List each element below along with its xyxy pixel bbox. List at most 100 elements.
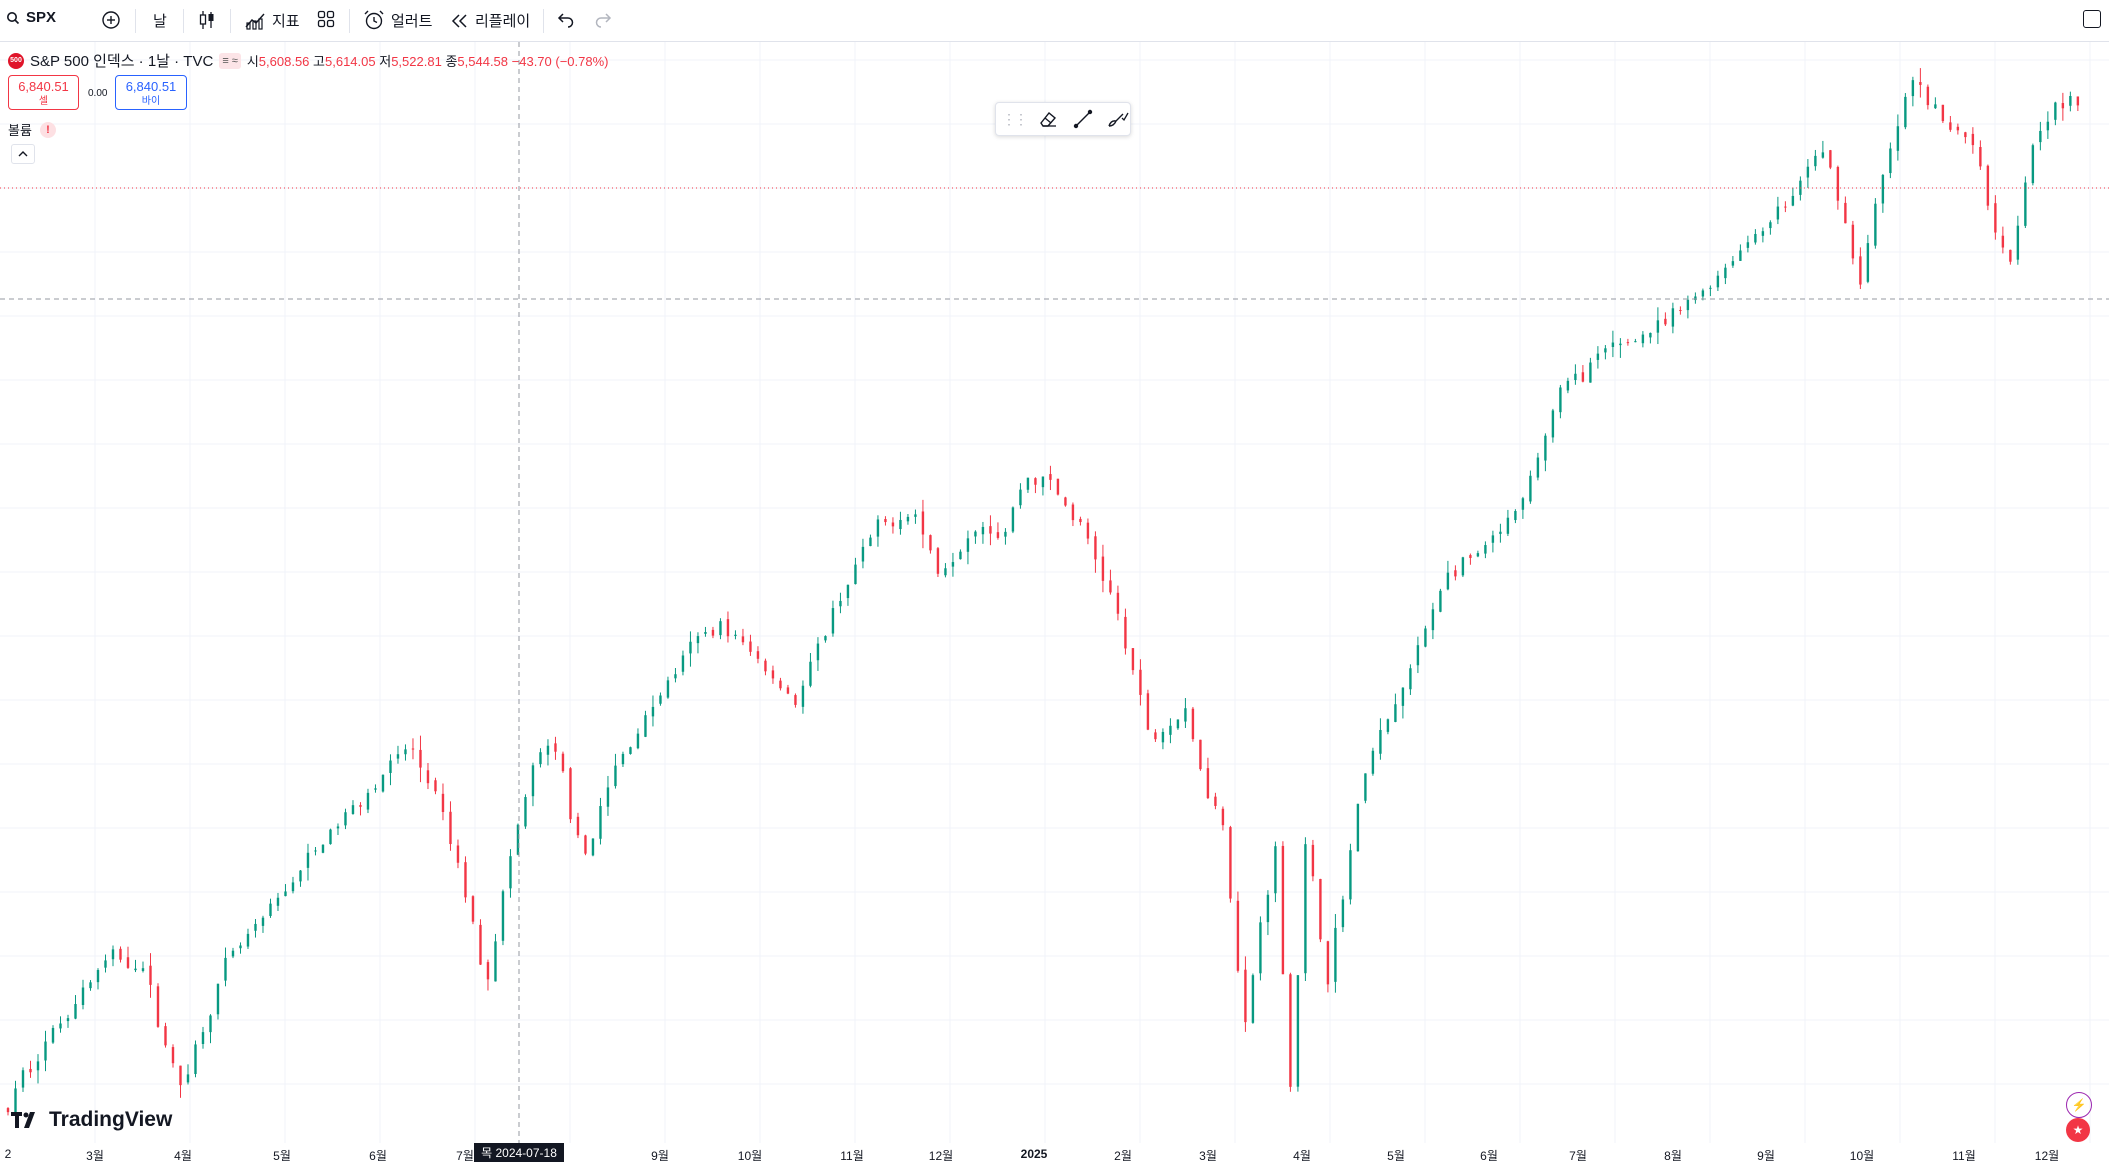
candle-body xyxy=(1364,773,1367,801)
candle-body xyxy=(389,760,392,773)
legend-status-icon[interactable]: ≡ ≈ xyxy=(219,52,241,69)
brush-tool-button[interactable] xyxy=(1105,106,1130,132)
time-axis-label: 10월 xyxy=(1849,1149,1875,1163)
price-chart[interactable] xyxy=(0,42,2109,1152)
templates-button[interactable] xyxy=(317,10,335,28)
separator xyxy=(230,9,231,33)
eraser-tool-button[interactable] xyxy=(1036,106,1061,132)
undo-button[interactable] xyxy=(557,10,575,28)
candle-body xyxy=(734,634,737,637)
candle-body xyxy=(1506,517,1510,534)
candle-body xyxy=(719,621,722,636)
buy-price: 6,840.51 xyxy=(125,79,177,94)
candle-body xyxy=(1619,343,1622,346)
candle-body xyxy=(1769,222,1772,229)
candle-body xyxy=(254,923,257,931)
candle-body xyxy=(1296,975,1300,1087)
candle-body xyxy=(659,695,662,704)
candle-body xyxy=(14,1088,17,1114)
symbol-search[interactable]: SPX xyxy=(6,9,56,26)
redo-button[interactable] xyxy=(594,10,612,28)
time-axis[interactable]: 2 3월 4월 5월 6월 7월 9월 10월 11월 12월 2025 2월 3월 4월 5월 6월 7월 8월… xyxy=(0,1143,2109,1163)
add-symbol-button[interactable] xyxy=(101,10,121,30)
tradingview-logo[interactable]: TradingView xyxy=(11,1108,172,1132)
warning-icon[interactable]: ! xyxy=(39,121,56,138)
candle-body xyxy=(1311,844,1315,877)
undo-icon xyxy=(557,13,574,28)
candle-body xyxy=(276,897,280,906)
candle-body xyxy=(1716,275,1720,288)
candle-body xyxy=(524,797,527,827)
candle-body xyxy=(1184,708,1187,722)
legend-title[interactable]: S&P 500 인덱스 · 1날 · TVC xyxy=(30,53,214,70)
replay-label: 리플레이 xyxy=(475,13,531,30)
candle-body xyxy=(1079,518,1082,523)
time-axis-label: 2 xyxy=(4,1147,12,1161)
candle-body xyxy=(1041,476,1045,488)
search-icon xyxy=(7,11,20,24)
candle-body xyxy=(366,792,370,810)
candle-body xyxy=(1986,165,1990,206)
symbol-label: SPX xyxy=(26,9,57,26)
candle-body xyxy=(1551,410,1555,438)
candle-body xyxy=(1949,122,1952,130)
volume-legend[interactable]: 볼륨 ! xyxy=(8,120,56,139)
time-axis-label: 3월 xyxy=(86,1149,104,1163)
candle-body xyxy=(119,948,122,960)
candle-body xyxy=(629,747,632,754)
candle-body xyxy=(996,532,1000,538)
candle-body xyxy=(711,629,715,636)
sell-button[interactable]: 6,840.51 셀 xyxy=(8,75,79,110)
candle-body xyxy=(764,660,767,672)
lightning-icon[interactable]: ⚡ xyxy=(2066,1092,2092,1118)
candle-body xyxy=(2046,121,2050,131)
candle-body xyxy=(846,584,850,599)
candle-body xyxy=(209,1015,212,1033)
redo-icon xyxy=(595,13,612,28)
candle-body xyxy=(1656,320,1660,333)
collapse-legend-button[interactable] xyxy=(11,144,35,164)
drag-handle-icon[interactable]: ⋮⋮ xyxy=(1002,110,1028,127)
candle-body xyxy=(1289,974,1292,1087)
candle-body xyxy=(2061,103,2065,109)
candle-body xyxy=(411,748,415,750)
chart-type-button[interactable] xyxy=(197,9,217,31)
candle-body xyxy=(201,1032,205,1045)
candle-body xyxy=(1671,308,1675,327)
candle-body xyxy=(89,982,92,989)
fullscreen-button[interactable] xyxy=(2083,10,2101,28)
candle-body xyxy=(1109,580,1112,593)
candle-body xyxy=(2031,145,2035,184)
candle-body xyxy=(44,1041,47,1061)
candles xyxy=(6,68,2080,1119)
buy-button[interactable]: 6,840.51 바이 xyxy=(115,75,187,110)
candle-body xyxy=(1124,616,1127,649)
candle-body xyxy=(1649,332,1652,338)
candle-body xyxy=(6,1108,10,1113)
candle-body xyxy=(336,826,340,829)
time-axis-label: 4월 xyxy=(174,1149,192,1163)
candle-body xyxy=(59,1023,62,1029)
candle-body xyxy=(1641,334,1645,344)
candle-body xyxy=(1116,592,1120,614)
time-axis-label: 6월 xyxy=(1480,1149,1498,1163)
candle-body xyxy=(801,685,805,707)
candle-body xyxy=(471,896,475,922)
sell-label: 셀 xyxy=(38,96,49,107)
candle-body xyxy=(74,1004,77,1019)
candle-body xyxy=(1731,261,1735,266)
candle-body xyxy=(1176,719,1180,729)
us-flag-icon[interactable]: ★ xyxy=(2066,1118,2090,1142)
candle-body xyxy=(981,526,985,535)
alert-button[interactable]: 얼러트 xyxy=(363,9,432,31)
replay-button[interactable]: 리플레이 xyxy=(451,10,530,31)
candle-body xyxy=(2069,96,2072,106)
trend-line-tool-button[interactable] xyxy=(1071,106,1096,132)
indicators-button[interactable]: 지표 xyxy=(244,9,300,31)
candle-body xyxy=(1971,133,1975,146)
candle-body xyxy=(329,829,332,845)
candle-body xyxy=(1191,708,1195,740)
volume-label: 볼륨 xyxy=(8,123,32,138)
candle-body xyxy=(456,845,460,863)
interval-button[interactable]: 날 xyxy=(153,10,167,31)
